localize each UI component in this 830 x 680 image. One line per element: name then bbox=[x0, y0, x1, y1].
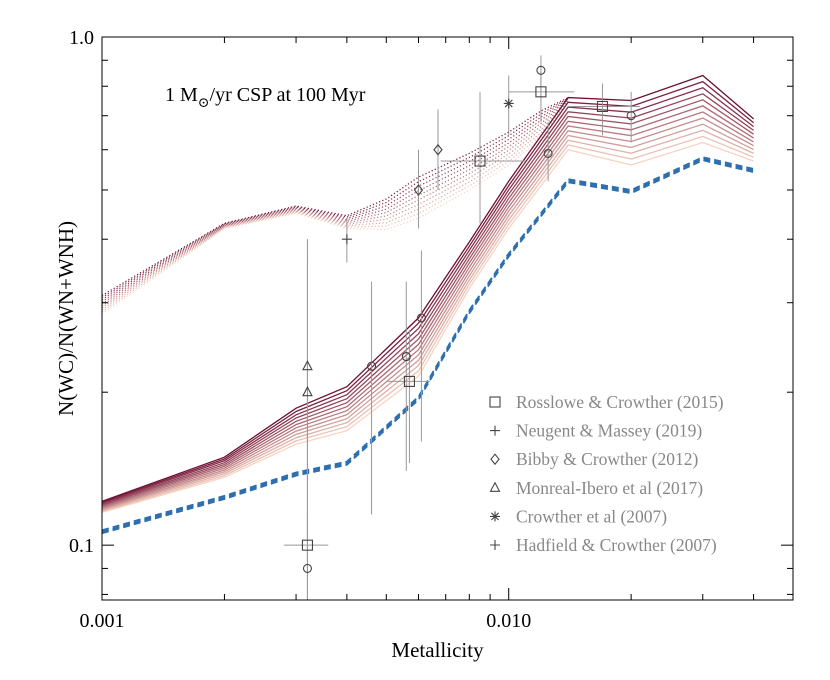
data-point-square bbox=[301, 539, 314, 551]
data-point-circle bbox=[416, 313, 426, 323]
legend-entry: Neugent & Massey (2019) bbox=[516, 421, 702, 441]
dotted-model-line bbox=[101, 101, 569, 309]
dotted-model-line bbox=[101, 100, 569, 307]
model-line bbox=[101, 129, 754, 512]
data-point-triangle bbox=[302, 386, 313, 397]
chart-labels: 0.001 0.010 0.1 1.0 Metallicity N(WC)/N(WN+WN… bbox=[54, 27, 531, 662]
data-point-circle bbox=[536, 65, 546, 75]
data-markers bbox=[301, 65, 636, 573]
annotation-text: 1 M⊙/yr CSP at 100 Myr bbox=[165, 84, 366, 111]
data-point-circle bbox=[543, 148, 553, 158]
dashed-model-line bbox=[101, 159, 754, 535]
model-line bbox=[101, 74, 755, 502]
data-point-circle bbox=[367, 361, 377, 371]
legend-entry: Monreal-Ibero et al (2017) bbox=[516, 478, 703, 498]
dashed-model-line bbox=[101, 157, 754, 533]
dotted-model-line bbox=[101, 102, 569, 313]
legend-entry: Hadfield & Crowther (2007) bbox=[516, 535, 717, 555]
data-point-diamond bbox=[433, 143, 443, 156]
sun-symbol: ⊙ bbox=[198, 96, 210, 111]
model-line bbox=[101, 117, 754, 510]
dotted-model-line bbox=[101, 101, 569, 311]
data-point-square bbox=[474, 155, 486, 167]
x-tick-label: 0.010 bbox=[486, 610, 531, 632]
axes bbox=[101, 36, 794, 601]
model-line bbox=[101, 93, 754, 505]
data-point-square bbox=[403, 375, 415, 387]
plot-frame bbox=[101, 36, 794, 601]
model-bands bbox=[101, 74, 755, 535]
data-point-square bbox=[535, 86, 547, 98]
data-point-circle bbox=[626, 111, 636, 121]
legend-entry: Crowther et al (2007) bbox=[516, 506, 667, 526]
legend-marker-plus bbox=[490, 425, 500, 436]
model-line bbox=[101, 123, 754, 511]
dotted-model-line bbox=[101, 97, 569, 299]
model-line bbox=[101, 99, 754, 506]
dotted-model-line bbox=[101, 99, 569, 305]
model-line bbox=[101, 141, 754, 514]
legend-entry: Bibby & Crowther (2012) bbox=[516, 449, 698, 469]
data-point-square bbox=[596, 100, 608, 113]
legend-entry: Rosslowe & Crowther (2015) bbox=[516, 392, 724, 412]
data-point-diamond bbox=[413, 184, 424, 196]
dotted-model-line bbox=[101, 98, 569, 301]
y-tick-label: 0.1 bbox=[69, 535, 94, 557]
dotted-model-line bbox=[101, 103, 569, 315]
y-tick-label: 1.0 bbox=[69, 27, 94, 49]
data-point-circle bbox=[401, 352, 411, 362]
legend-marker-triangle bbox=[489, 481, 501, 492]
model-line bbox=[101, 111, 754, 509]
model-line bbox=[101, 105, 754, 507]
data-point-circle bbox=[302, 563, 313, 573]
model-line bbox=[101, 80, 755, 503]
model-line bbox=[101, 86, 754, 504]
legend-marker-plus bbox=[490, 540, 500, 550]
data-point-triangle bbox=[302, 360, 313, 371]
annotation-prefix: 1 M bbox=[165, 84, 198, 106]
annotation-suffix: /yr CSP at 100 Myr bbox=[210, 84, 366, 106]
y-axis-label: N(WC)/N(WN+WNH) bbox=[54, 221, 78, 416]
x-axis-label: Metallicity bbox=[391, 638, 484, 662]
dotted-model-line bbox=[101, 99, 569, 303]
legend-marker-diamond bbox=[490, 453, 500, 466]
data-point-asterisk bbox=[503, 98, 514, 109]
data-point-plus bbox=[341, 234, 352, 245]
dotted-model-line bbox=[101, 97, 569, 297]
legend-marker-asterisk bbox=[490, 511, 500, 522]
x-tick-label: 0.001 bbox=[80, 610, 125, 632]
legend: Rosslowe & Crowther (2015) Neugent & Mass… bbox=[489, 392, 724, 555]
legend-marker-square bbox=[489, 396, 501, 408]
model-line bbox=[101, 135, 754, 513]
